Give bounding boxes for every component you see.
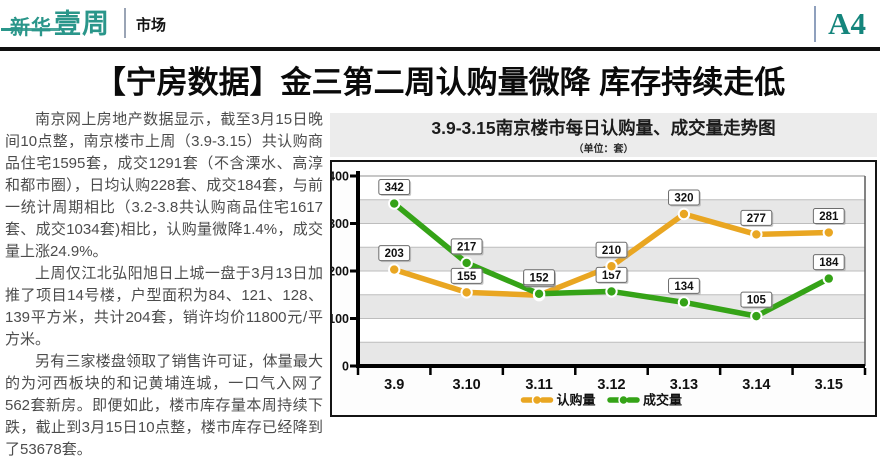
article-column: 南京网上房地产数据显示，截至3月15日晚间10点整，南京楼市上周（3.9-3.1… — [5, 109, 323, 461]
svg-text:342: 342 — [385, 182, 404, 194]
page-header: 新华 壹周 市场 A4 — [0, 0, 880, 47]
svg-text:成交量: 成交量 — [643, 393, 682, 408]
svg-text:认购量: 认购量 — [557, 393, 596, 408]
svg-text:105: 105 — [747, 295, 767, 307]
page-number-divider — [814, 6, 817, 42]
chart-subtitle: （单位：套） — [573, 144, 634, 155]
article-headline: 【宁房数据】金三第二周认购量微降 库存持续走低 — [94, 65, 786, 100]
chart-title: 3.9-3.15南京楼市每日认购量、成交量走势图 — [431, 118, 776, 138]
article-paragraph: 上周仅江北弘阳旭日上城一盘于3月13日加推了项目14号楼，户型面积为84、121… — [5, 265, 323, 348]
newspaper-logo: 新华 壹周 — [1, 9, 110, 39]
svg-text:152: 152 — [529, 272, 548, 284]
logo-text-large: 壹周 — [54, 9, 110, 39]
header-divider — [124, 8, 126, 38]
header-rule — [0, 47, 880, 51]
svg-text:200: 200 — [332, 265, 349, 279]
section-label: 市场 — [136, 17, 167, 34]
svg-text:300: 300 — [332, 217, 349, 231]
svg-text:320: 320 — [674, 193, 693, 205]
article-paragraph: 另有三家楼盘领取了销售许可证，体量最大的为河西板块的和记黄埔连城，一口气入网了5… — [5, 353, 323, 458]
page-number: A4 — [828, 6, 866, 41]
svg-text:210: 210 — [602, 245, 621, 257]
article-paragraph: 南京网上房地产数据显示，截至3月15日晚间10点整，南京楼市上周（3.9-3.1… — [5, 111, 323, 260]
svg-text:217: 217 — [457, 241, 476, 253]
svg-text:3.11: 3.11 — [525, 377, 552, 393]
brand-logo: 新华 壹周 市场 — [1, 8, 167, 39]
svg-text:155: 155 — [457, 271, 477, 283]
svg-text:134: 134 — [674, 281, 694, 293]
svg-text:281: 281 — [819, 211, 839, 223]
chart-title-block: 3.9-3.15南京楼市每日认购量、成交量走势图 （单位：套） — [330, 113, 877, 157]
svg-text:3.12: 3.12 — [597, 377, 625, 393]
svg-text:400: 400 — [332, 170, 349, 184]
svg-text:3.10: 3.10 — [453, 377, 481, 393]
chart-panel: 3.9-3.15南京楼市每日认购量、成交量走势图 （单位：套） 0 100 200 3… — [328, 113, 877, 417]
svg-text:0: 0 — [342, 360, 349, 374]
chart-plot-box: 0 100 200 300 400 3.9 3.10 3.11 3.12 3.13 3.14 3.15… — [328, 160, 877, 417]
svg-text:203: 203 — [385, 248, 404, 260]
svg-text:277: 277 — [747, 213, 766, 225]
logo-strike-line — [8, 28, 60, 31]
svg-text:3.14: 3.14 — [742, 377, 770, 393]
page-number-block: A4 — [814, 6, 866, 42]
line-chart: 0 100 200 300 400 3.9 3.10 3.11 3.12 3.13 3.14 3.15… — [328, 170, 867, 408]
svg-text:3.13: 3.13 — [670, 377, 698, 393]
svg-text:100: 100 — [332, 312, 349, 326]
svg-text:157: 157 — [602, 270, 621, 282]
svg-text:3.9: 3.9 — [384, 377, 404, 393]
svg-text:3.15: 3.15 — [815, 377, 843, 393]
svg-text:184: 184 — [819, 257, 839, 269]
